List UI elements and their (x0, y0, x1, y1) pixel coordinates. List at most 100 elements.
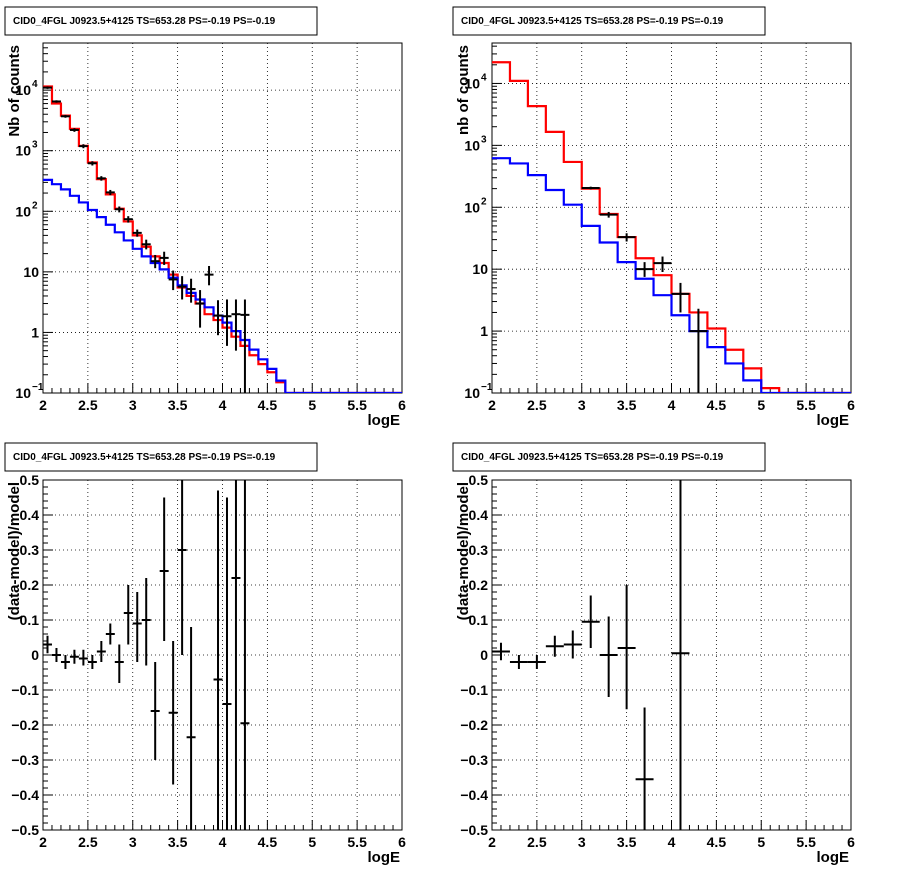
x-tick-label: 4.5 (707, 834, 727, 850)
panel-residuals-left: CID0_4FGL J0923.5+4125 TS=653.28 PS=-0.1… (4, 442, 406, 866)
y-tick-label: 0.1 (20, 612, 40, 628)
y-tick-label: 0.5 (20, 472, 40, 488)
data-point (581, 186, 600, 190)
x-tick-label: 6 (847, 834, 855, 850)
y-tick-label: 10 (15, 203, 31, 219)
data-point (617, 585, 636, 710)
data-point (563, 630, 582, 659)
x-tick-label: 3 (578, 397, 586, 413)
x-tick-label: 6 (398, 397, 406, 413)
data-point (635, 707, 654, 830)
plot-area (43, 85, 402, 393)
panel-counts-left: CID0_4FGL J0923.5+4125 TS=653.28 PS=-0.1… (4, 6, 406, 429)
y-tick-label: 10 (15, 82, 31, 98)
data-point (96, 641, 106, 662)
data-point (653, 256, 672, 273)
y-axis-label: nb of counts (455, 45, 472, 135)
x-tick-label: 3 (578, 834, 586, 850)
data-point (204, 265, 214, 286)
y-tick-exponent: 4 (32, 79, 38, 90)
data-point (159, 251, 169, 265)
data-point (43, 635, 52, 654)
x-axis-label: logE (368, 849, 401, 866)
x-tick-label: 3 (129, 834, 137, 850)
data-point (141, 239, 151, 250)
x-tick-label: 3 (129, 397, 137, 413)
y-tick-label: −0.5 (11, 822, 39, 838)
y-tick-base: 10 (15, 143, 31, 159)
y-tick-label: −0.1 (460, 682, 488, 698)
data-point (123, 585, 133, 645)
plot-area (492, 61, 851, 393)
data-point (168, 270, 178, 291)
y-tick-label: 0 (31, 647, 39, 663)
y-tick-label: 10 (23, 264, 39, 280)
grid (492, 43, 851, 393)
y-tick-label: −0.4 (460, 787, 488, 803)
y-tick-label: 10 (15, 143, 31, 159)
y-tick-label: −0.3 (11, 752, 39, 768)
y-tick-label: 0 (480, 647, 488, 663)
data-point (51, 648, 61, 662)
y-tick-label: 0.1 (469, 612, 489, 628)
data-point (509, 655, 528, 669)
y-tick-label: −0.5 (460, 822, 488, 838)
data-point (141, 578, 151, 666)
data-point (213, 490, 223, 830)
x-tick-label: 2.5 (527, 834, 547, 850)
panel-residuals-right: CID0_4FGL J0923.5+4125 TS=653.28 PS=-0.1… (452, 442, 855, 866)
data-point (186, 278, 196, 303)
grid (43, 480, 402, 830)
data-point (69, 649, 79, 664)
title-box (452, 442, 766, 472)
data-point (168, 641, 178, 785)
x-tick-label: 3.5 (168, 397, 188, 413)
chart-title: CID0_4FGL J0923.5+4125 TS=653.28 PS=-0.1… (13, 452, 276, 463)
series-line-source-model (43, 178, 402, 393)
data-point (213, 300, 223, 336)
x-tick-label: 4 (219, 397, 227, 413)
series-line-source-model (492, 157, 851, 393)
y-tick-label: 0.2 (469, 577, 489, 593)
data-point (635, 262, 654, 277)
y-tick-label: 0.4 (20, 507, 40, 523)
y-tick-label: 0.4 (469, 507, 489, 523)
data-point (114, 206, 124, 213)
data-point (150, 662, 160, 760)
y-tick-exponent: 2 (481, 196, 487, 207)
y-tick-label: −0.1 (11, 682, 39, 698)
data-point (60, 114, 70, 118)
x-tick-label: 4.5 (258, 834, 278, 850)
x-tick-label: 5.5 (796, 397, 816, 413)
data-point (186, 627, 196, 830)
data-point (78, 144, 88, 149)
y-tick-base: 10 (464, 75, 480, 91)
x-tick-label: 2 (39, 834, 47, 850)
x-tick-label: 5 (308, 834, 316, 850)
y-tick-base: 10 (15, 385, 31, 401)
data-point (527, 655, 546, 669)
x-tick-label: 5 (757, 834, 765, 850)
y-axis-label: Nb of counts (6, 45, 23, 137)
y-tick-label: 10 (464, 75, 480, 91)
y-tick-label: 0.3 (20, 542, 40, 558)
x-tick-label: 4.5 (707, 397, 727, 413)
data-point (132, 229, 142, 237)
data-point (69, 128, 79, 132)
y-tick-base: 10 (464, 199, 480, 215)
y-tick-exponent: 3 (481, 134, 487, 145)
data-point (240, 480, 250, 830)
data-point (177, 480, 187, 655)
panel-counts-right: CID0_4FGL J0923.5+4125 TS=653.28 PS=-0.1… (452, 6, 855, 429)
x-tick-label: 4 (668, 834, 676, 850)
x-tick-label: 5.5 (347, 397, 367, 413)
x-tick-label: 2 (39, 397, 47, 413)
data-point (159, 497, 169, 641)
y-tick-label: 10 (464, 137, 480, 153)
x-tick-label: 2 (488, 397, 496, 413)
data-point (671, 282, 690, 313)
x-tick-label: 5.5 (796, 834, 816, 850)
y-tick-exponent: 2 (32, 200, 38, 211)
y-tick-label: 0.5 (469, 472, 489, 488)
x-tick-label: 3.5 (168, 834, 188, 850)
